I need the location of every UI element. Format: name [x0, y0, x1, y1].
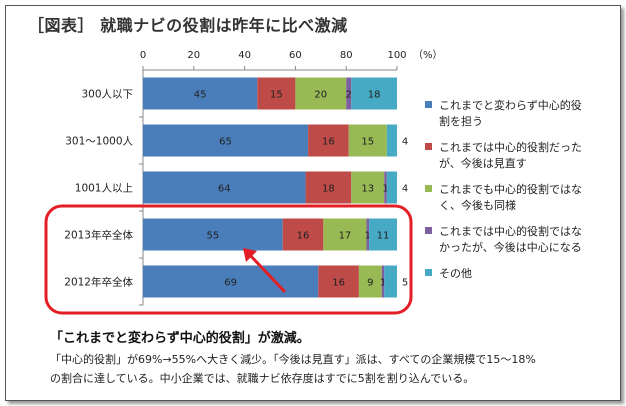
x-tick-label: 40: [238, 50, 251, 61]
bar-segment: [351, 171, 385, 204]
bar-segment: [369, 218, 397, 251]
data-label: 4: [402, 137, 408, 148]
data-label: 13: [361, 184, 374, 195]
data-label: 16: [297, 231, 310, 242]
arrow-head-icon: [243, 248, 257, 262]
legend-label-line: かったが、今後は中心になる: [439, 241, 582, 254]
legend-label-line: その他: [439, 267, 472, 280]
x-tick-label: 20: [187, 50, 200, 61]
bar-segment: [366, 218, 370, 251]
data-label: 17: [339, 231, 352, 242]
bar-segment: [143, 77, 258, 110]
category-label: 2012年卒全体: [64, 276, 133, 289]
data-label: 16: [332, 278, 345, 289]
bar-segment: [308, 124, 349, 157]
data-label: 5: [402, 278, 408, 289]
x-tick-label: 60: [289, 50, 302, 61]
legend-label-line: これまでも中心的役割ではな: [439, 183, 582, 196]
data-label: 4: [402, 184, 408, 195]
legend-item: これまでは中心的役割ではな かったが、今後は中心になる: [425, 224, 595, 256]
chart-legend: これまでと変わらず中心的役 割を担う これまでは中心的役割だった が、今後は見直…: [425, 98, 595, 292]
data-label: 16: [322, 137, 335, 148]
note-body: 「中心的役割」が69%→55%へ大きく減少。「今後は見直す」派は、すべての企業規…: [50, 350, 590, 388]
data-label: 1: [380, 278, 386, 289]
legend-item: これまでと変わらず中心的役 割を担う: [425, 98, 595, 130]
bar-segment: [282, 218, 324, 251]
data-label: 9: [367, 278, 373, 289]
x-tick-label: 100: [387, 50, 406, 61]
data-label: 18: [368, 90, 381, 101]
category-label: 300人以下: [81, 89, 133, 101]
category-label: 301～1000人: [65, 136, 133, 148]
bar-segment: [323, 218, 367, 251]
bar-segment: [143, 124, 309, 157]
bar-segment: [386, 124, 397, 157]
data-label: 20: [314, 90, 327, 101]
x-tick-label: 80: [340, 50, 353, 61]
data-label: 1: [382, 184, 388, 195]
highlight-arrow: [246, 251, 287, 294]
legend-swatch: [425, 269, 432, 276]
legend-swatch: [425, 101, 432, 108]
data-label: 55: [206, 231, 219, 242]
bar-segment: [351, 77, 397, 110]
legend-item: その他: [425, 266, 595, 282]
legend-label-line: 割を担う: [439, 115, 483, 128]
legend-label-line: これまでと変わらず中心的役: [439, 99, 582, 112]
legend-item: これまでは中心的役割だった が、今後は見直す: [425, 140, 595, 172]
bar-segment: [295, 77, 347, 110]
bar-segment: [384, 265, 397, 298]
bar-segment: [318, 265, 359, 298]
bar-segment: [143, 171, 306, 204]
note-line: 「中心的役割」が69%→55%へ大きく減少。「今後は見直す」派は、すべての企業規…: [50, 353, 536, 366]
legend-label-line: が、今後は見直す: [439, 157, 527, 170]
note-heading: 「これまでと変わらず中心的役割」が激減。: [50, 331, 310, 346]
x-tick-label: 0: [140, 50, 146, 61]
highlight-box: [44, 204, 413, 315]
data-label: 15: [361, 137, 374, 148]
data-label: 11: [377, 231, 390, 242]
legend-swatch: [425, 143, 432, 150]
x-unit-label: （%）: [413, 49, 443, 61]
bar-segment: [381, 265, 385, 298]
legend-label-line: これまでは中心的役割だった: [439, 141, 582, 154]
legend-item: これまでも中心的役割ではな く、今後も同様: [425, 182, 595, 214]
category-label: 2013年卒全体: [64, 229, 133, 242]
data-label: 45: [194, 90, 207, 101]
category-label: 1001人以上: [75, 183, 133, 195]
bar-segment: [384, 171, 387, 204]
note-line: の割合に達している。中小企業では、就職ナビ依存度はすでに5割を割り込んでいる。: [50, 372, 475, 385]
data-label: 69: [224, 278, 237, 289]
data-label: 65: [219, 137, 232, 148]
legend-label-line: これまでは中心的役割ではな: [439, 225, 582, 238]
bar-segment: [305, 171, 352, 204]
bar-segment: [143, 218, 283, 251]
bar-segment: [257, 77, 296, 110]
legend-swatch: [425, 227, 432, 234]
data-label: 15: [270, 90, 283, 101]
data-label: 1: [365, 231, 371, 242]
legend-swatch: [425, 185, 432, 192]
bar-segment: [346, 77, 352, 110]
bar-segment: [386, 171, 397, 204]
bar-segment: [143, 265, 319, 298]
bar-segment: [348, 124, 387, 157]
figure-title: ［図表］ 就職ナビの役割は昨年に比べ激減: [28, 16, 348, 35]
bar-segment: [358, 265, 382, 298]
data-label: 18: [322, 184, 335, 195]
legend-label-line: く、今後も同様: [439, 199, 516, 212]
data-label: 2: [346, 90, 352, 101]
data-label: 64: [218, 184, 231, 195]
